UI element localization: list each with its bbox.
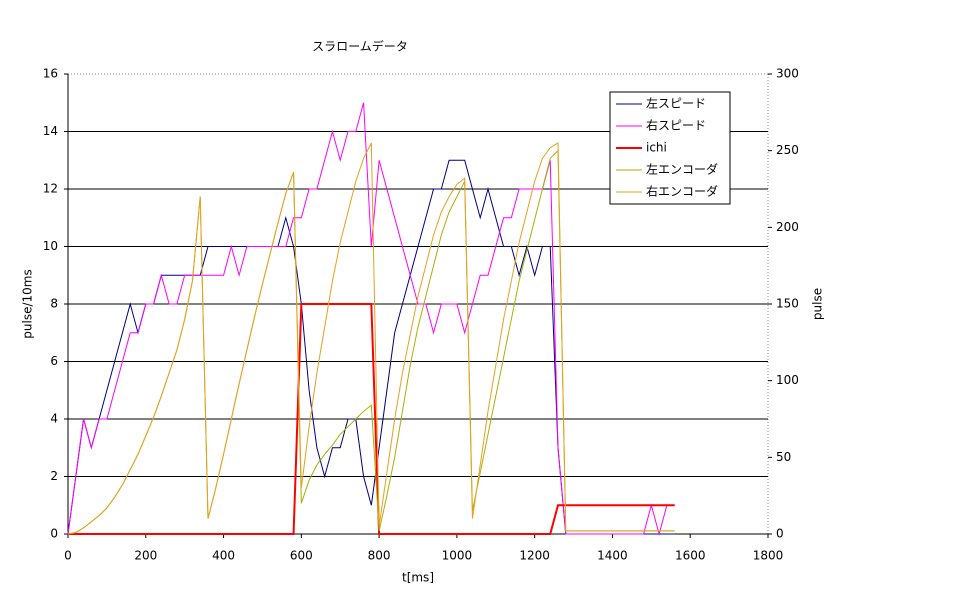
series-line [67, 102, 675, 536]
x-tick-label: 400 [212, 549, 235, 563]
y2-tick-label: 150 [776, 297, 799, 311]
y-tick-label: 14 [43, 124, 58, 138]
x-axis-label: t[ms] [402, 571, 434, 585]
legend-label: 左スピード [646, 96, 706, 111]
y-tick-label: 12 [43, 182, 58, 196]
y-axis-label: pulse/10ms [21, 269, 35, 338]
y2-axis-label: pulse [811, 288, 825, 320]
legend-label: 右エンコーダ [646, 184, 718, 199]
y2-tick-label: 0 [776, 527, 784, 541]
y-tick-label: 8 [50, 297, 58, 311]
y2-tick-label: 300 [776, 67, 799, 81]
x-tick-label: 0 [64, 549, 72, 563]
chart-title: スラロームデータ [312, 39, 408, 54]
y-tick-label: 6 [50, 354, 58, 368]
legend-label: ichi [646, 141, 667, 155]
y-tick-label: 10 [43, 239, 58, 253]
x-tick-label: 200 [134, 549, 157, 563]
y2-tick-label: 250 [776, 143, 799, 157]
y2-tick-label: 200 [776, 220, 799, 234]
x-tick-label: 600 [290, 549, 313, 563]
x-tick-label: 1600 [675, 549, 706, 563]
x-tick-label: 1200 [519, 549, 550, 563]
x-tick-label: 1000 [442, 549, 473, 563]
x-tick-label: 1800 [753, 549, 784, 563]
legend-label: 右スピード [646, 118, 706, 133]
x-tick-label: 800 [368, 549, 391, 563]
series-line [67, 159, 675, 535]
y-tick-label: 16 [43, 67, 58, 81]
x-tick-label: 1400 [597, 549, 628, 563]
y-tick-label: 4 [50, 412, 58, 426]
legend-label: 左エンコーダ [646, 162, 718, 177]
y-tick-label: 0 [50, 527, 58, 541]
series-line [67, 142, 675, 535]
y2-tick-label: 50 [776, 450, 791, 464]
y-tick-label: 2 [50, 469, 58, 483]
y2-tick-label: 100 [776, 373, 799, 387]
series-line [68, 303, 675, 535]
